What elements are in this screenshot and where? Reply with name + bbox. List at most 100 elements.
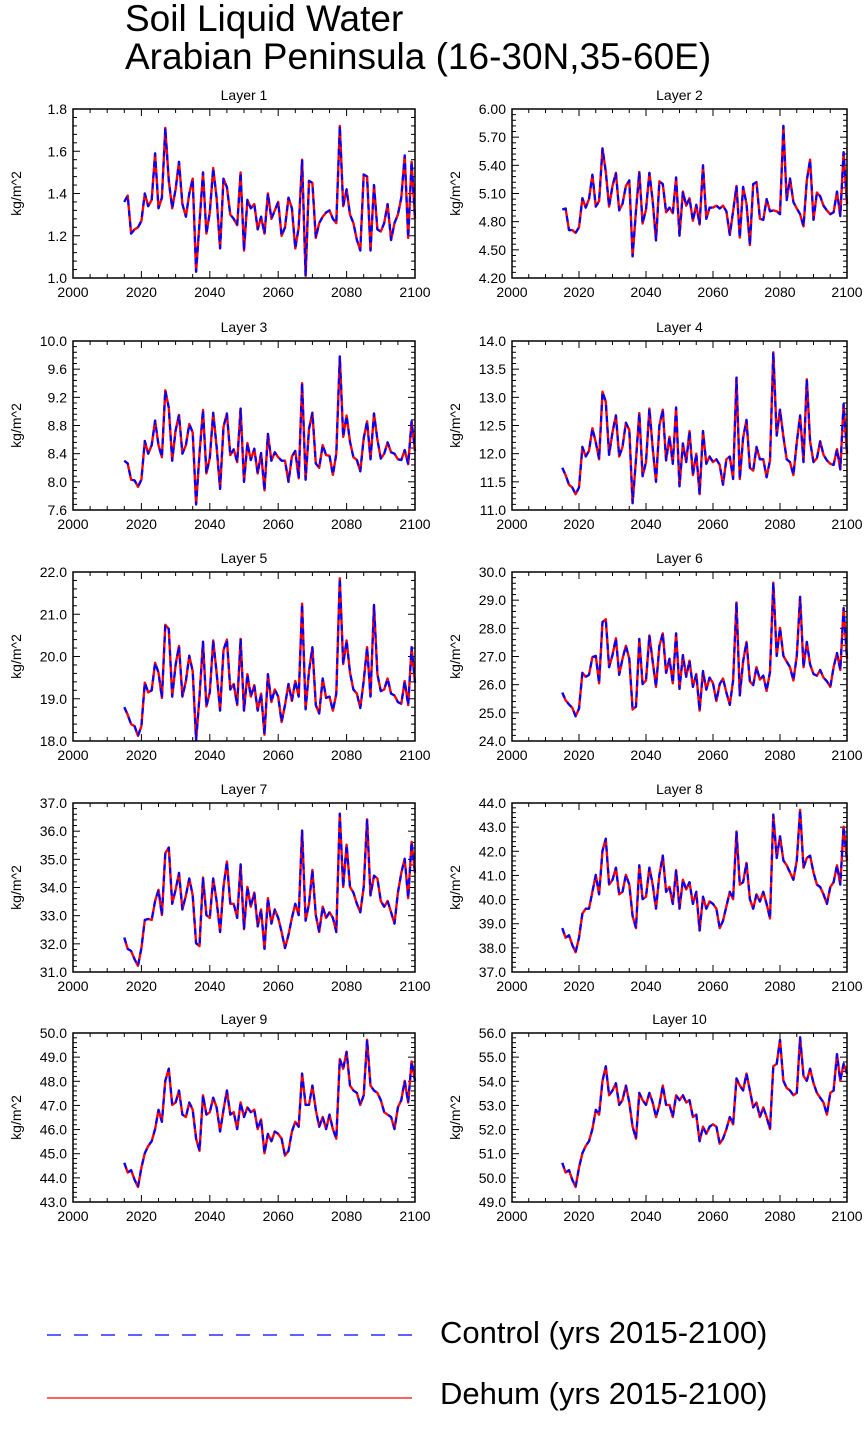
y-tick-label: 46.0 [40,1122,67,1138]
y-tick-label: 12.5 [479,418,506,434]
plot-frame [72,1032,416,1203]
y-tick-label: 44.0 [40,1170,67,1186]
series-control-line [561,808,849,954]
y-tick-label: 1.2 [48,228,68,244]
x-tick-label: 2000 [496,747,527,763]
x-tick-label: 2040 [194,747,225,763]
y-axis-label: kg/m^2 [8,634,24,679]
panel-title: Layer 5 [221,550,268,566]
y-tick-label: 47.0 [40,1097,67,1113]
series-control-line [561,581,849,718]
x-tick-label: 2080 [331,978,362,994]
series-dehum-line [561,124,849,258]
y-axis-label: kg/m^2 [8,403,24,448]
x-tick-label: 2080 [331,747,362,763]
panel-title: Layer 4 [656,319,703,335]
chart-panel-2: Layer 2 kg/m^2 4.20 4.50 4.80 5.10 5.40 5.70 6.0… [447,87,863,300]
y-tick-label: 4.50 [479,242,506,258]
x-tick-label: 2040 [194,284,225,300]
series-control-line [123,355,417,506]
y-tick-label: 4.80 [479,214,506,230]
y-tick-label: 8.4 [48,446,68,462]
x-tick-label: 2020 [563,747,594,763]
panel-title: Layer 9 [221,1011,268,1027]
x-tick-label: 2020 [563,516,594,532]
x-tick-label: 2020 [126,978,157,994]
x-tick-label: 2100 [831,516,862,532]
y-tick-label: 50.0 [40,1025,67,1041]
plot-frame [511,108,848,279]
x-tick-label: 2100 [399,978,430,994]
x-tick-label: 2060 [263,516,294,532]
chart-panel-4: Layer 4 kg/m^2 11.0 11.5 12.0 12.5 13.0 13.5 14.… [447,319,863,532]
x-tick-label: 2000 [57,516,88,532]
x-tick-label: 2040 [194,1208,225,1224]
y-tick-label: 26.0 [479,677,506,693]
y-tick-label: 51.0 [479,1146,506,1162]
title-line-1: Soil Liquid Water [125,0,404,39]
plot-frame [72,108,416,279]
y-tick-label: 10.0 [40,333,67,349]
x-tick-label: 2100 [399,516,430,532]
y-tick-label: 27.0 [479,649,506,665]
series-dehum-line [561,808,849,954]
chart-panel-7: Layer 7 kg/m^2 31.0 32.0 33.0 34.0 35.0 36.0 37.… [8,781,431,994]
y-tick-label: 32.0 [40,936,67,952]
y-tick-label: 41.0 [479,867,506,883]
y-tick-label: 1.8 [48,101,68,117]
plot-frame [511,802,848,973]
series-control-line [123,124,417,277]
legend-control: Control (yrs 2015-2100) [0,1305,865,1365]
y-tick-label: 43.0 [479,819,506,835]
y-tick-label: 35.0 [40,851,67,867]
y-tick-label: 24.0 [479,733,506,749]
y-tick-label: 43.0 [40,1194,67,1210]
title-line-2: Arabian Peninsula (16-30N,35-60E) [125,36,712,77]
y-tick-label: 49.0 [479,1194,506,1210]
x-tick-label: 2060 [263,978,294,994]
y-tick-label: 5.40 [479,157,506,173]
y-tick-label: 9.6 [48,361,68,377]
y-tick-label: 11.0 [480,502,506,518]
y-tick-label: 31.0 [40,964,67,980]
y-axis-label: kg/m^2 [8,1095,24,1140]
plot-frame [511,1032,848,1203]
y-tick-label: 39.0 [479,916,506,932]
legend-control-swatch [47,1334,412,1336]
x-tick-label: 2040 [630,516,661,532]
series-dehum-line [561,1036,849,1189]
x-tick-label: 2080 [331,284,362,300]
x-tick-label: 2000 [496,978,527,994]
x-tick-label: 2020 [563,978,594,994]
x-tick-label: 2100 [399,284,430,300]
y-tick-label: 13.0 [479,389,506,405]
x-tick-label: 2080 [764,516,795,532]
y-tick-label: 6.00 [479,101,506,117]
y-tick-label: 44.0 [479,795,506,811]
x-tick-label: 2000 [496,284,527,300]
y-axis-label: kg/m^2 [447,171,463,216]
x-tick-label: 2060 [697,978,728,994]
plot-frame [72,571,416,742]
y-tick-label: 54.0 [479,1073,506,1089]
y-tick-label: 1.0 [48,270,68,286]
y-tick-label: 7.6 [48,502,68,518]
series-control-line [123,1038,417,1189]
panel-title: Layer 2 [656,87,703,103]
y-tick-label: 21.0 [40,606,67,622]
x-tick-label: 2040 [194,516,225,532]
y-tick-label: 36.0 [40,823,67,839]
y-tick-label: 19.0 [40,691,67,707]
y-tick-label: 4.20 [479,270,506,286]
plot-frame [72,340,416,511]
x-tick-label: 2100 [831,284,862,300]
plot-frame [72,802,416,973]
chart-panel-9: Layer 9 kg/m^2 43.0 44.0 45.0 46.0 47.0 48.0 49.… [8,1011,431,1224]
x-tick-label: 2020 [126,516,157,532]
y-tick-label: 55.0 [479,1049,506,1065]
y-axis-label: kg/m^2 [8,171,24,216]
y-tick-label: 37.0 [40,795,67,811]
figure-title: Soil Liquid Water Arabian Peninsula (16-… [125,0,711,76]
y-tick-label: 49.0 [40,1049,67,1065]
x-tick-label: 2040 [630,284,661,300]
